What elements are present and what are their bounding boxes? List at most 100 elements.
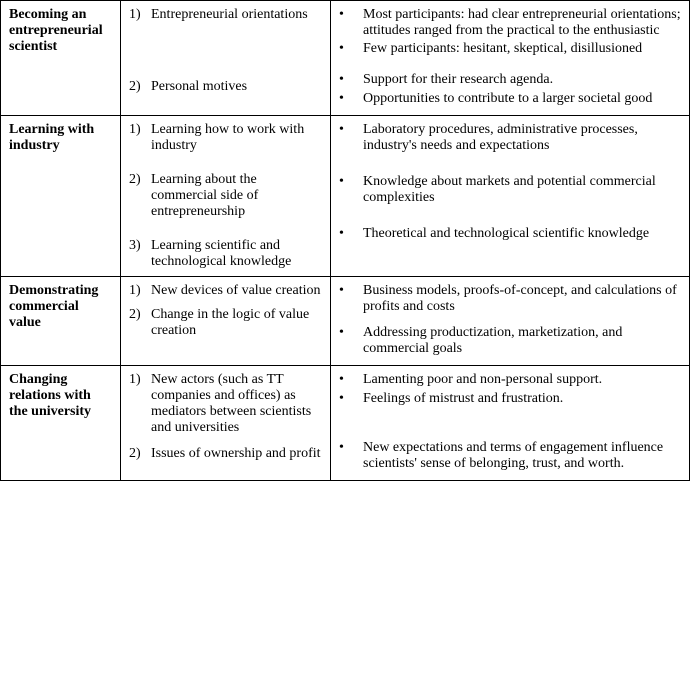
finding-text: Business models, proofs-of-concept, and … xyxy=(363,283,681,315)
theme-label: Learning with industry xyxy=(9,122,94,153)
findings-cell: •Laboratory procedures, administrative p… xyxy=(331,116,690,277)
bullet-icon: • xyxy=(339,440,363,457)
theme-cell: Learning with industry xyxy=(1,116,121,277)
theme-cell: Changing relations with the university xyxy=(1,366,121,481)
spacer xyxy=(129,299,322,307)
bullet-icon: • xyxy=(339,391,363,408)
finding-text: Opportunities to contribute to a larger … xyxy=(363,91,681,107)
findings-cell: •Business models, proofs-of-concept, and… xyxy=(331,277,690,366)
findings-list: •New expectations and terms of engagemen… xyxy=(339,440,681,472)
finding-text: Most participants: had clear entrepreneu… xyxy=(363,7,681,39)
finding-text: Theoretical and technological scientific… xyxy=(363,226,681,242)
subtheme-text: New devices of value creation xyxy=(151,283,322,299)
subtheme-text: Learning scientific and technological kn… xyxy=(151,238,322,270)
spacer xyxy=(129,220,322,238)
spacer xyxy=(129,154,322,172)
subtheme-number: 2) xyxy=(129,307,151,323)
subtheme-item: 1)New devices of value creation xyxy=(129,283,322,299)
subtheme-text: Issues of ownership and profit xyxy=(151,446,322,462)
subthemes-cell: 1)Learning how to work with industry2)Le… xyxy=(121,116,331,277)
findings-list: •Addressing productization, marketizatio… xyxy=(339,325,681,357)
subthemes-list: 1)Entrepreneurial orientations 2)Personal… xyxy=(129,7,322,95)
finding-item: •Addressing productization, marketizatio… xyxy=(339,325,681,357)
subtheme-item: 3)Learning scientific and technological … xyxy=(129,238,322,270)
findings-cell: •Lamenting poor and non-personal support… xyxy=(331,366,690,481)
theme-label: Changing relations with the university xyxy=(9,372,91,419)
findings-list: •Knowledge about markets and potential c… xyxy=(339,174,681,206)
subtheme-item: 2)Issues of ownership and profit xyxy=(129,446,322,462)
subtheme-item: 1)Learning how to work with industry xyxy=(129,122,322,154)
subtheme-text: Learning about the commercial side of en… xyxy=(151,172,322,220)
finding-item: •Lamenting poor and non-personal support… xyxy=(339,372,681,389)
subtheme-number: 1) xyxy=(129,372,151,388)
theme-cell: Demonstrating commercial value xyxy=(1,277,121,366)
findings-list: •Business models, proofs-of-concept, and… xyxy=(339,283,681,315)
bullet-icon: • xyxy=(339,72,363,89)
subtheme-number: 1) xyxy=(129,7,151,23)
subtheme-number: 1) xyxy=(129,122,151,138)
bullet-icon: • xyxy=(339,122,363,139)
findings-cell: •Most participants: had clear entreprene… xyxy=(331,1,690,116)
finding-item: •Business models, proofs-of-concept, and… xyxy=(339,283,681,315)
bullet-icon: • xyxy=(339,91,363,108)
finding-item: •Few participants: hesitant, skeptical, … xyxy=(339,41,681,58)
finding-item: •Laboratory procedures, administrative p… xyxy=(339,122,681,154)
spacer xyxy=(339,410,681,440)
subthemes-cell: 1)New devices of value creation 2)Change … xyxy=(121,277,331,366)
table-row: Changing relations with the university 1)… xyxy=(1,366,690,481)
spacer xyxy=(129,23,322,79)
spacer xyxy=(339,60,681,72)
finding-text: Few participants: hesitant, skeptical, d… xyxy=(363,41,681,57)
finding-text: New expectations and terms of engagement… xyxy=(363,440,681,472)
spacer xyxy=(129,436,322,446)
subthemes-list: 1)Learning how to work with industry2)Le… xyxy=(129,122,322,270)
subtheme-text: Entrepreneurial orientations xyxy=(151,7,322,23)
subtheme-text: New actors (such as TT companies and off… xyxy=(151,372,322,436)
theme-cell: Becoming an entrepreneurial scientist xyxy=(1,1,121,116)
finding-item: •Feelings of mistrust and frustration. xyxy=(339,391,681,408)
finding-item: •Opportunities to contribute to a larger… xyxy=(339,91,681,108)
finding-item: •Theoretical and technological scientifi… xyxy=(339,226,681,243)
finding-item: •New expectations and terms of engagemen… xyxy=(339,440,681,472)
table-row: Learning with industry 1)Learning how to … xyxy=(1,116,690,277)
table-row: Becoming an entrepreneurial scientist 1)E… xyxy=(1,1,690,116)
subtheme-item: 2)Change in the logic of value creation xyxy=(129,307,322,339)
finding-text: Addressing productization, marketization… xyxy=(363,325,681,357)
spacer xyxy=(339,317,681,325)
spacer xyxy=(339,208,681,226)
subthemes-cell: 1)New actors (such as TT companies and o… xyxy=(121,366,331,481)
bullet-icon: • xyxy=(339,41,363,58)
findings-list: •Lamenting poor and non-personal support… xyxy=(339,372,681,408)
finding-text: Feelings of mistrust and frustration. xyxy=(363,391,681,407)
theme-label: Demonstrating commercial value xyxy=(9,283,98,330)
subtheme-text: Learning how to work with industry xyxy=(151,122,322,154)
subthemes-list: 1)New devices of value creation 2)Change … xyxy=(129,283,322,339)
bullet-icon: • xyxy=(339,7,363,24)
finding-text: Knowledge about markets and potential co… xyxy=(363,174,681,206)
findings-list: •Support for their research agenda.•Oppo… xyxy=(339,72,681,108)
subthemes-list: 1)New actors (such as TT companies and o… xyxy=(129,372,322,462)
findings-list: •Most participants: had clear entreprene… xyxy=(339,7,681,58)
themes-table: Becoming an entrepreneurial scientist1)E… xyxy=(0,0,690,481)
subtheme-item: 1)New actors (such as TT companies and o… xyxy=(129,372,322,436)
finding-item: •Knowledge about markets and potential c… xyxy=(339,174,681,206)
subtheme-item: 2)Learning about the commercial side of … xyxy=(129,172,322,220)
spacer xyxy=(339,156,681,174)
bullet-icon: • xyxy=(339,372,363,389)
finding-text: Laboratory procedures, administrative pr… xyxy=(363,122,681,154)
subtheme-number: 2) xyxy=(129,172,151,188)
finding-text: Support for their research agenda. xyxy=(363,72,681,88)
theme-label: Becoming an entrepreneurial scientist xyxy=(9,7,103,54)
subthemes-cell: 1)Entrepreneurial orientations 2)Personal… xyxy=(121,1,331,116)
subtheme-item: 2)Personal motives xyxy=(129,79,322,95)
finding-text: Lamenting poor and non-personal support. xyxy=(363,372,681,388)
findings-list: •Laboratory procedures, administrative p… xyxy=(339,122,681,154)
subtheme-number: 1) xyxy=(129,283,151,299)
subtheme-text: Personal motives xyxy=(151,79,322,95)
bullet-icon: • xyxy=(339,325,363,342)
subtheme-number: 3) xyxy=(129,238,151,254)
bullet-icon: • xyxy=(339,174,363,191)
bullet-icon: • xyxy=(339,283,363,300)
finding-item: •Most participants: had clear entreprene… xyxy=(339,7,681,39)
finding-item: •Support for their research agenda. xyxy=(339,72,681,89)
